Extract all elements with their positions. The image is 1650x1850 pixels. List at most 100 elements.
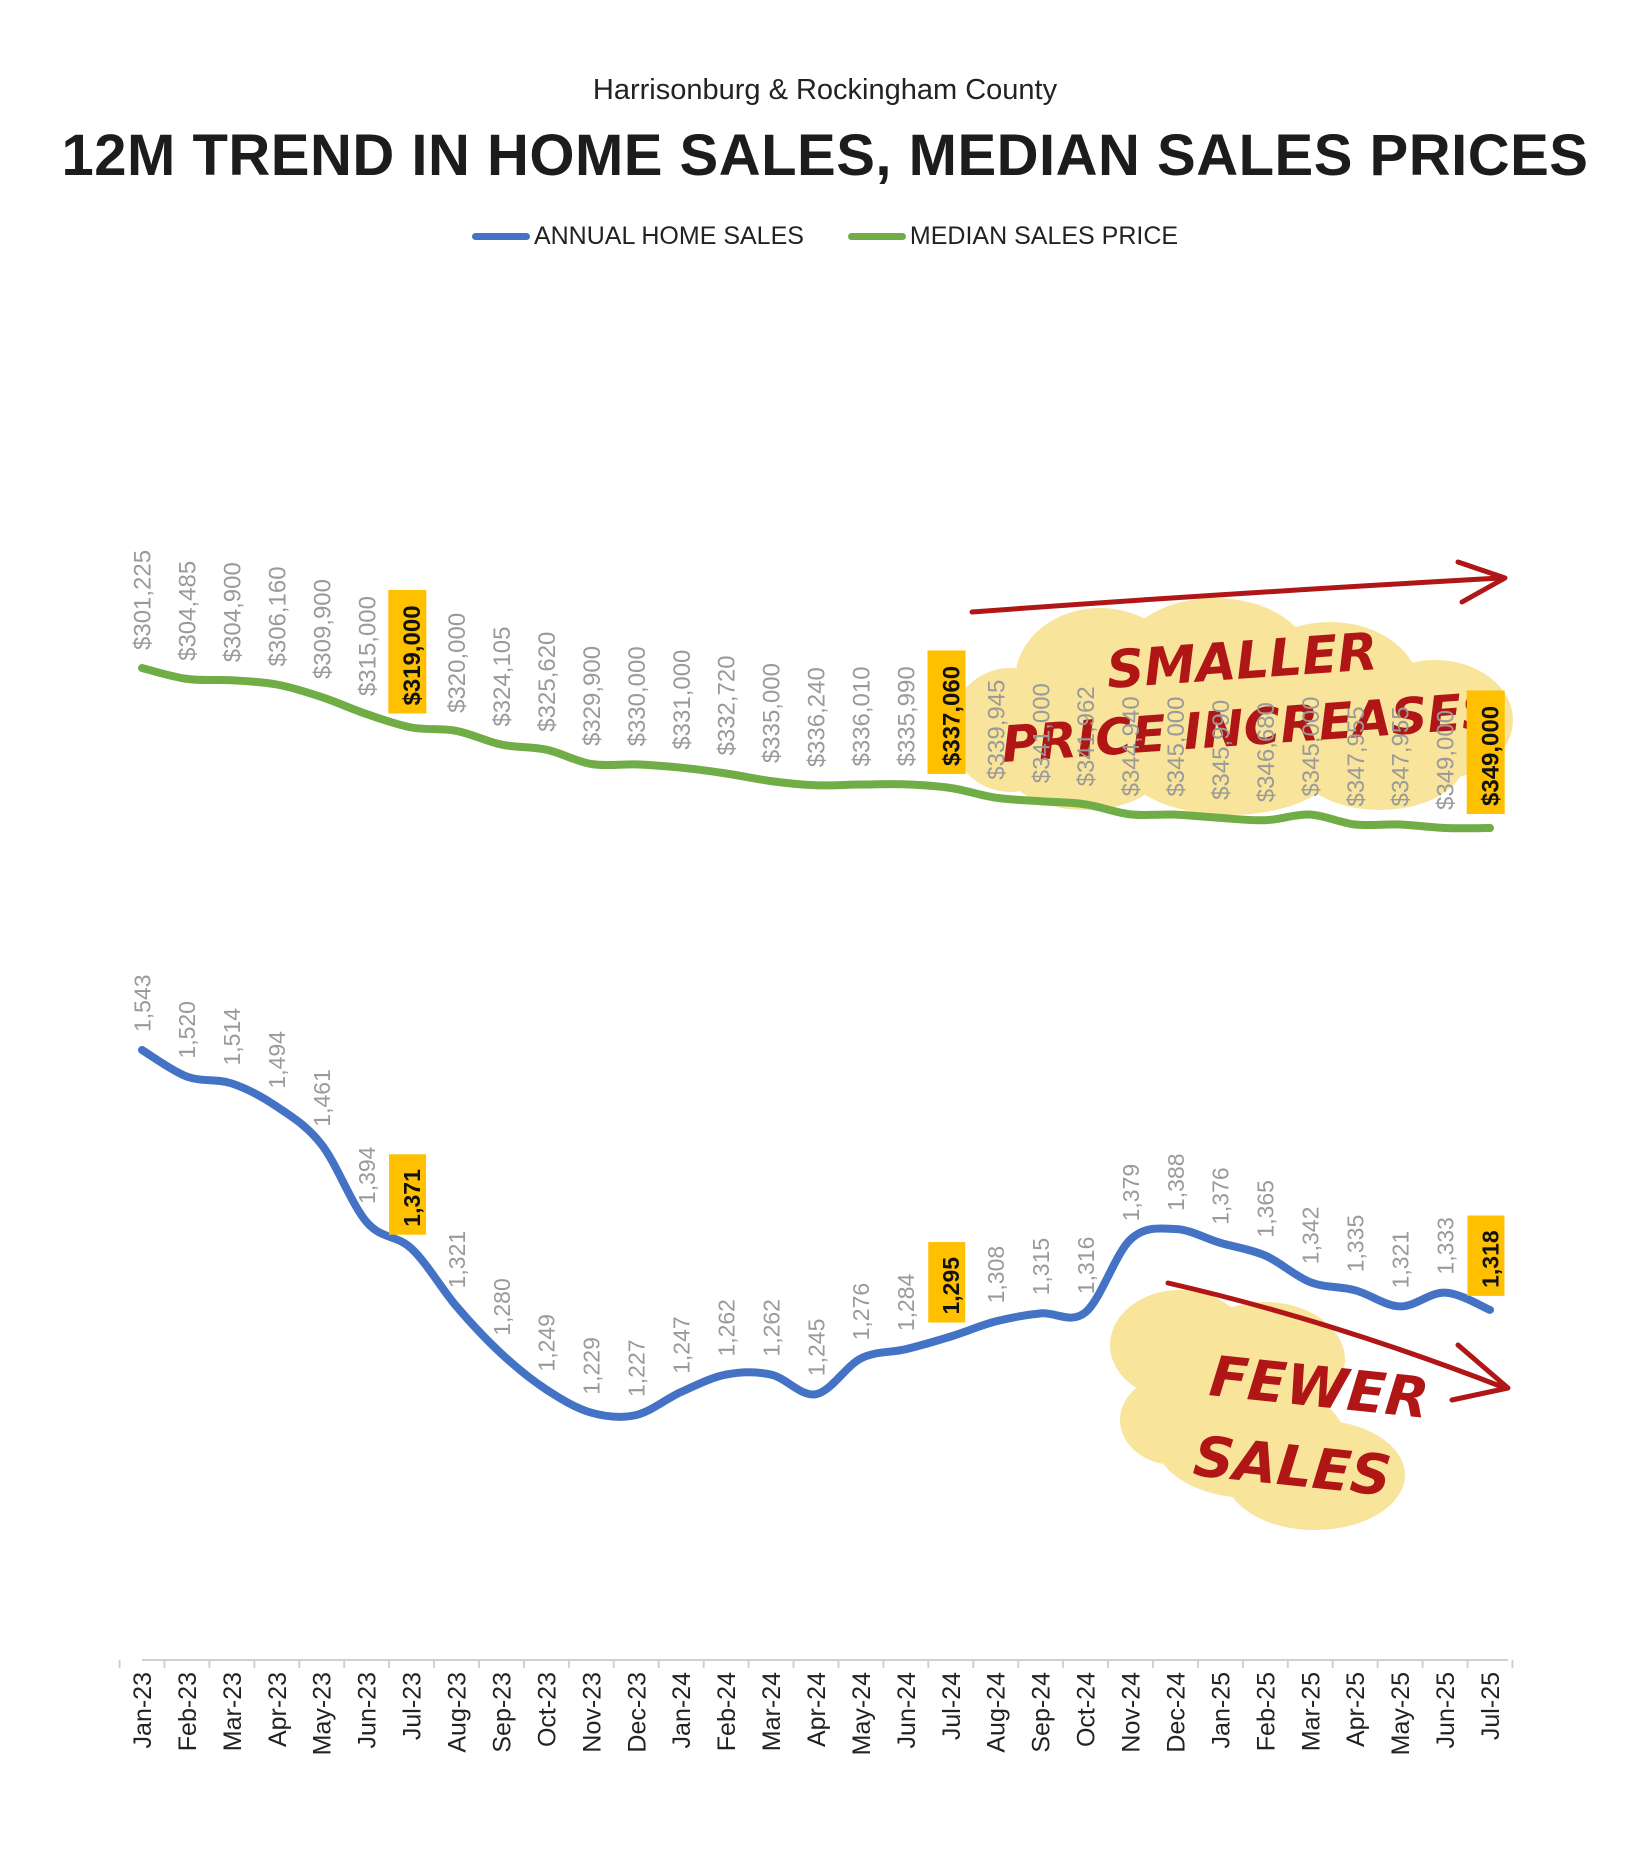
price-data-label: $304,900 bbox=[220, 562, 247, 662]
x-tick-label: Apr-23 bbox=[264, 1672, 292, 1747]
price-data-label-group: $331,000 bbox=[669, 650, 696, 750]
sales-data-label: 1,318 bbox=[1477, 1230, 1503, 1288]
price-data-label: $329,900 bbox=[579, 646, 606, 746]
sales-series-line bbox=[138, 1046, 1494, 1421]
price-data-label: $331,000 bbox=[669, 650, 696, 750]
price-trend-arrow bbox=[969, 559, 1508, 615]
price-data-label: $341,962 bbox=[1073, 686, 1100, 786]
sales-data-label-group: 1,394 bbox=[354, 1146, 380, 1204]
sales-data-label: 1,249 bbox=[534, 1314, 560, 1372]
data-labels-layer: 1,543 1,520 1,514 1,494 1,461 1,394 1,371 1,321… bbox=[129, 550, 1505, 1397]
sales-data-label: 1,494 bbox=[264, 1031, 290, 1089]
sales-data-label: 1,365 bbox=[1253, 1180, 1279, 1238]
chart-legend: ANNUAL HOME SALES MEDIAN SALES PRICE bbox=[0, 222, 1650, 251]
sales-data-label: 1,276 bbox=[848, 1283, 874, 1341]
sales-data-label-group: 1,321 bbox=[1387, 1231, 1413, 1289]
sales-data-label: 1,229 bbox=[579, 1337, 605, 1395]
price-data-label: $325,620 bbox=[534, 632, 561, 732]
price-data-label-group: $341,962 bbox=[1073, 686, 1100, 786]
sales-data-label-group: 1,371 bbox=[389, 1154, 427, 1235]
price-data-label-group: $315,000 bbox=[354, 596, 381, 696]
price-data-label-group: $346,680 bbox=[1253, 702, 1280, 802]
price-highlight-box bbox=[1466, 690, 1505, 814]
price-data-label: $346,680 bbox=[1253, 702, 1280, 802]
sales-data-label-group: 1,315 bbox=[1028, 1238, 1054, 1296]
legend-swatch-sales bbox=[471, 233, 530, 240]
sales-data-label: 1,388 bbox=[1163, 1153, 1189, 1211]
price-data-label: $304,485 bbox=[175, 561, 202, 661]
sales-data-label: 1,316 bbox=[1073, 1237, 1099, 1295]
x-tick-label: Jun-25 bbox=[1432, 1672, 1460, 1748]
sales-data-label: 1,308 bbox=[983, 1246, 1009, 1304]
price-highlight-box bbox=[927, 650, 966, 774]
sales-data-label-group: 1,514 bbox=[219, 1008, 245, 1066]
price-data-label: $341,000 bbox=[1028, 683, 1055, 783]
sales-data-label-group: 1,543 bbox=[129, 974, 155, 1032]
price-data-label-group: $320,000 bbox=[444, 613, 471, 713]
price-data-label: $332,720 bbox=[714, 655, 741, 755]
sales-data-label: 1,461 bbox=[309, 1069, 335, 1127]
price-data-label-group: $339,945 bbox=[983, 680, 1010, 780]
price-data-label: $345,000 bbox=[1298, 696, 1325, 796]
price-data-label-group: $330,000 bbox=[624, 646, 651, 746]
price-data-label-group: $335,000 bbox=[759, 663, 786, 763]
price-data-label: $306,160 bbox=[264, 566, 291, 666]
x-tick-label: Jan-23 bbox=[129, 1672, 157, 1748]
x-tick-label: May-25 bbox=[1387, 1672, 1415, 1755]
x-tick-label: Jan-24 bbox=[668, 1672, 696, 1749]
x-tick-label: Nov-23 bbox=[578, 1672, 606, 1753]
x-tick-label: Oct-24 bbox=[1073, 1672, 1101, 1747]
price-data-label-group: $345,990 bbox=[1208, 700, 1235, 800]
x-tick-label: Oct-23 bbox=[533, 1672, 561, 1747]
price-data-label: $320,000 bbox=[444, 613, 471, 713]
x-tick-label: Mar-25 bbox=[1297, 1672, 1325, 1751]
x-tick-label: Nov-24 bbox=[1118, 1672, 1146, 1753]
price-data-label-group: $324,105 bbox=[489, 626, 516, 726]
x-tick-label: May-23 bbox=[309, 1672, 337, 1755]
price-data-label-group: $349,000 bbox=[1433, 710, 1460, 810]
price-data-label: $335,000 bbox=[759, 663, 786, 763]
sales-data-label-group: 1,284 bbox=[893, 1273, 919, 1331]
x-tick-label: Dec-23 bbox=[623, 1672, 651, 1753]
legend-item-price: MEDIAN SALES PRICE bbox=[847, 222, 1178, 251]
price-data-label: $309,900 bbox=[309, 579, 336, 679]
legend-swatch-price bbox=[847, 233, 906, 240]
price-data-label: $344,940 bbox=[1118, 696, 1145, 796]
sales-data-label-group: 1,321 bbox=[444, 1231, 470, 1289]
sales-trend-arrow bbox=[1165, 1280, 1511, 1403]
x-tick-label: Apr-25 bbox=[1342, 1672, 1370, 1747]
price-data-label-group: $345,000 bbox=[1163, 696, 1190, 796]
sales-data-label-group: 1,245 bbox=[803, 1319, 829, 1377]
price-data-label: $330,000 bbox=[624, 646, 651, 746]
sales-data-label: 1,280 bbox=[489, 1278, 515, 1336]
x-tick-label: Apr-24 bbox=[803, 1672, 831, 1747]
x-tick-label: Mar-23 bbox=[219, 1672, 247, 1751]
price-data-label-group: $336,010 bbox=[849, 666, 876, 766]
sales-data-label-group: 1,494 bbox=[264, 1031, 290, 1089]
sales-data-label: 1,394 bbox=[354, 1146, 380, 1204]
sales-data-label: 1,295 bbox=[938, 1257, 964, 1315]
price-data-label-group: $309,900 bbox=[309, 579, 336, 679]
x-tick-label: Jan-25 bbox=[1207, 1672, 1235, 1748]
price-data-label: $319,000 bbox=[399, 605, 426, 705]
price-data-label-group: $325,620 bbox=[534, 632, 561, 732]
price-data-label-group: $344,940 bbox=[1118, 696, 1145, 796]
x-tick-label: Mar-24 bbox=[758, 1672, 786, 1751]
x-tick-label: Jun-23 bbox=[354, 1672, 382, 1748]
x-tick-label: Feb-25 bbox=[1252, 1672, 1280, 1751]
price-data-label: $335,990 bbox=[894, 666, 921, 766]
price-data-label-group: $347,955 bbox=[1343, 706, 1370, 806]
price-data-label: $347,955 bbox=[1388, 706, 1415, 806]
sales-data-label-group: 1,461 bbox=[309, 1069, 335, 1127]
sales-data-label: 1,342 bbox=[1298, 1207, 1324, 1265]
sales-highlight-box bbox=[1467, 1215, 1505, 1296]
x-tick-label: Jul-23 bbox=[399, 1672, 427, 1740]
chart-title: 12M TREND IN HOME SALES, MEDIAN SALES PR… bbox=[61, 123, 1589, 188]
sales-data-label: 1,315 bbox=[1028, 1238, 1054, 1296]
sales-data-label: 1,379 bbox=[1118, 1164, 1144, 1222]
x-tick-label: Sep-24 bbox=[1028, 1672, 1056, 1753]
x-tick-label: Sep-23 bbox=[489, 1672, 517, 1753]
sales-data-label-group: 1,316 bbox=[1073, 1237, 1099, 1295]
price-data-label: $336,240 bbox=[804, 667, 831, 767]
